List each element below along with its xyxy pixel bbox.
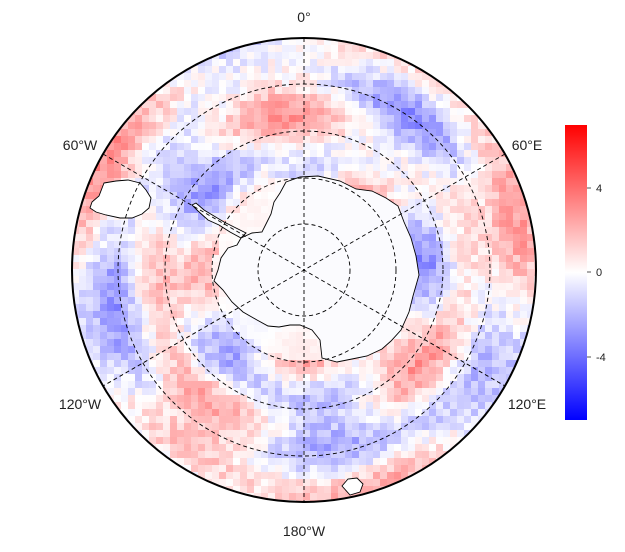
antarctica-landmass bbox=[213, 175, 420, 363]
map-boundary bbox=[71, 37, 537, 503]
graticule bbox=[102, 38, 506, 502]
colorbar-tick-4: 4 bbox=[596, 183, 602, 195]
south-america-tip bbox=[89, 179, 152, 219]
lon-label-upper-left: 60°W bbox=[63, 137, 98, 153]
lon-label-top: 0° bbox=[297, 9, 310, 25]
lon-label-lower-right: 120°E bbox=[508, 396, 546, 412]
colorbar-gradient bbox=[565, 125, 587, 420]
colorbar-tick-neg4: -4 bbox=[596, 352, 606, 364]
colorbar-tick-0: 0 bbox=[596, 267, 602, 279]
lon-label-upper-right: 60°E bbox=[512, 137, 543, 153]
colorbar: 4 0 -4 bbox=[565, 125, 606, 420]
new-zealand-fragment bbox=[341, 477, 364, 496]
lon-label-bottom: 180°W bbox=[283, 523, 326, 539]
lon-label-lower-left: 120°W bbox=[59, 396, 102, 412]
